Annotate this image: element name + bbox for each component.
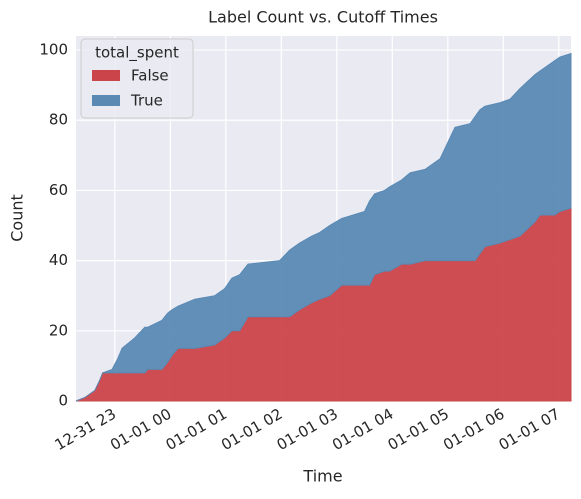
x-tick-label: 12-31 23 xyxy=(52,405,119,454)
areas xyxy=(75,52,572,402)
y-tick-label: 40 xyxy=(49,251,68,269)
legend-label: True xyxy=(130,92,163,110)
y-tick-label: 80 xyxy=(49,111,68,129)
area xyxy=(75,52,572,402)
y-tick-label: 20 xyxy=(49,321,68,339)
x-tick-label: 01-01 01 xyxy=(163,405,230,454)
x-axis-label: Time xyxy=(302,467,342,486)
legend-label: False xyxy=(131,67,169,85)
x-tick-label: 01-01 04 xyxy=(329,405,396,454)
x-tick-label: 01-01 06 xyxy=(440,405,507,454)
y-tick-label: 0 xyxy=(58,392,68,410)
y-tick-label: 100 xyxy=(39,41,68,59)
chart-title: Label Count vs. Cutoff Times xyxy=(208,8,438,27)
y-axis-label: Count xyxy=(8,194,27,242)
legend: total_spent False True xyxy=(80,38,194,119)
x-tick-label: 01-01 05 xyxy=(385,405,452,454)
legend-swatch xyxy=(92,70,120,81)
x-tick-label: 01-01 00 xyxy=(107,405,174,454)
legend-title: total_spent xyxy=(95,44,179,63)
x-tick-label: 01-01 03 xyxy=(274,405,341,454)
x-tick-label: 01-01 02 xyxy=(218,405,285,454)
x-tick-label: 01-01 07 xyxy=(496,405,563,454)
legend-swatch xyxy=(92,95,120,106)
y-tick-label: 60 xyxy=(49,181,68,199)
